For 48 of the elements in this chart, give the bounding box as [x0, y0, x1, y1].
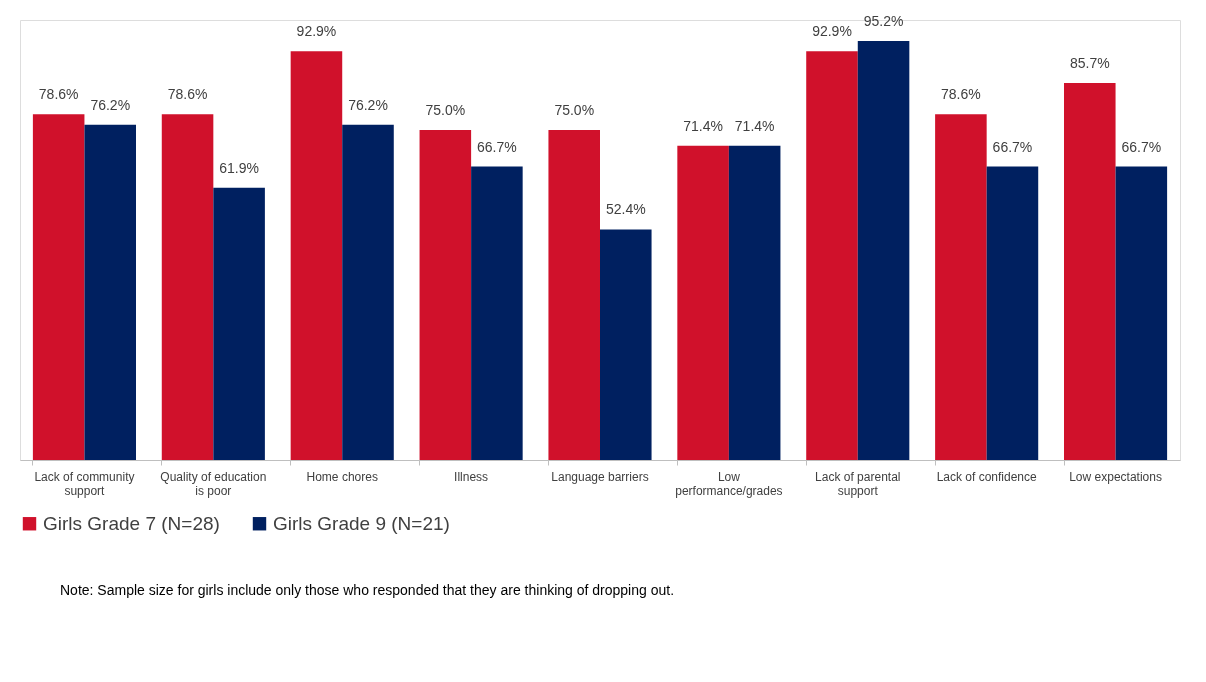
data-label: 78.6% [167, 86, 208, 103]
data-label: 78.6% [941, 86, 981, 103]
x-tick-label: Lack of parental support [815, 469, 901, 498]
data-label: 66.7% [992, 138, 1033, 155]
bar [471, 166, 523, 460]
bar [161, 114, 214, 460]
data-label: 75.0% [425, 102, 466, 118]
x-tick-label: Quality of education is poor [160, 469, 267, 498]
bar [548, 130, 600, 460]
bar [857, 41, 910, 460]
data-label: 78.6% [38, 86, 79, 103]
bar [32, 114, 85, 460]
data-label: 92.9% [812, 23, 852, 40]
bar [728, 145, 781, 460]
bar [1064, 82, 1116, 460]
data-label: 66.7% [477, 138, 517, 155]
bar [986, 166, 1039, 460]
data-label: 71.4% [734, 117, 775, 134]
bar [677, 145, 729, 460]
data-label: 95.2% [863, 13, 904, 30]
data-label: 66.7% [1121, 138, 1162, 155]
bar [419, 130, 472, 460]
x-tick-label: Lack of community support [34, 469, 135, 498]
bar [1115, 166, 1168, 460]
data-label: 76.2% [348, 96, 388, 113]
data-label: 75.0% [554, 102, 595, 118]
data-label: 52.4% [605, 201, 646, 218]
bar [213, 187, 265, 460]
text: Note: Sample size for girls include only those who responded that they are thinking of dropping out. [60, 582, 675, 598]
bar [342, 124, 394, 460]
x-tick-label: Lack of confidence [936, 469, 1038, 484]
x-tick-label: Home chores [306, 469, 378, 484]
x-tick-label: Low performance/grades [675, 469, 783, 498]
bar [290, 51, 343, 460]
bar [935, 114, 987, 460]
x-tick-label: Low expectations [1069, 469, 1162, 484]
x-tick-label: Illness [454, 469, 489, 484]
bar [806, 51, 858, 460]
x-tick-label: Language barriers [551, 469, 649, 484]
data-label: 76.2% [90, 96, 131, 113]
legend-label: Girls Grade 7 (N=28) [43, 512, 220, 534]
data-label: 92.9% [296, 23, 337, 40]
bar [84, 124, 136, 460]
data-label: 61.9% [219, 159, 259, 176]
bar [600, 229, 652, 460]
legend-label: Girls Grade 9 (N=21) [273, 512, 450, 534]
data-label: 85.7% [1069, 54, 1110, 71]
data-label: 71.4% [683, 117, 723, 134]
